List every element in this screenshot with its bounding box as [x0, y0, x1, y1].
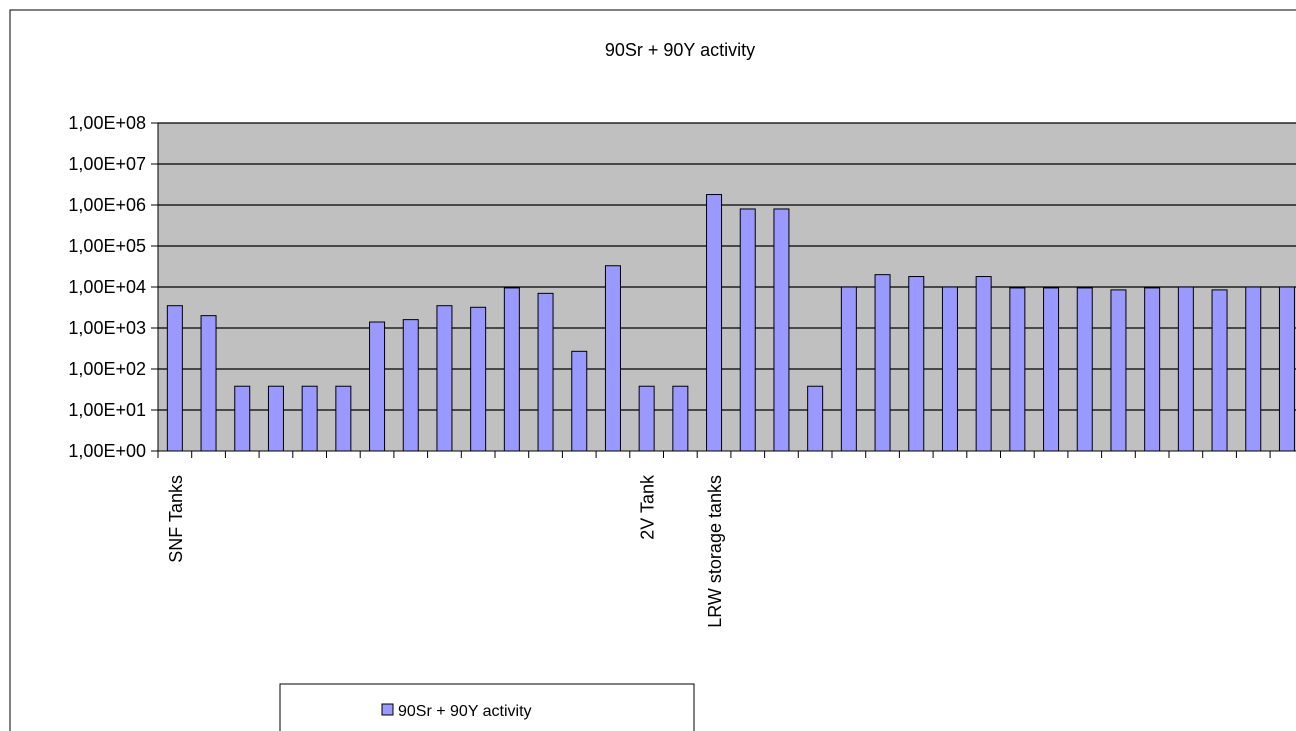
- bar: [1110, 289, 1127, 452]
- bar: [369, 321, 386, 452]
- bar: [470, 306, 487, 452]
- bar: [571, 350, 588, 452]
- bar: [335, 385, 352, 452]
- bar: [200, 315, 217, 452]
- y-tick-label: 1,00E+00: [68, 441, 146, 461]
- plot-area: 1,00E+00 1,00E+01 1,00E+02 1,00E+03 1,00E+04…: [68, 113, 1296, 628]
- bar: [1278, 286, 1295, 452]
- bar: [1177, 286, 1194, 452]
- bar: [672, 385, 689, 452]
- legend-swatch: [381, 703, 394, 716]
- bar: [908, 276, 925, 452]
- bar: [840, 286, 857, 452]
- bar: [1009, 287, 1026, 452]
- bar: [436, 305, 453, 452]
- bar: [537, 292, 554, 452]
- y-tick-label: 1,00E+03: [68, 318, 146, 338]
- y-tick-label: 1,00E+07: [68, 154, 146, 174]
- y-tick-label: 1,00E+06: [68, 195, 146, 215]
- bar: [402, 319, 419, 452]
- bar: [739, 208, 756, 452]
- bar: [706, 194, 723, 452]
- chart-title: 90Sr + 90Y activity: [605, 40, 755, 60]
- bar: [773, 208, 790, 452]
- bar: [1043, 287, 1060, 452]
- bar: [975, 276, 992, 452]
- bar: [638, 385, 655, 452]
- y-tick-label: 1,00E+02: [68, 359, 146, 379]
- bar: [267, 385, 284, 452]
- bar: [1211, 289, 1228, 452]
- bar: [301, 385, 318, 452]
- x-category-label: 2V Tank: [638, 474, 658, 540]
- bar: [604, 265, 621, 452]
- bar: [1144, 287, 1161, 452]
- legend: 90Sr + 90Y activity: [279, 683, 695, 731]
- y-tick-label: 1,00E+04: [68, 277, 146, 297]
- bar: [234, 385, 251, 452]
- bar: [941, 286, 958, 452]
- bar: [503, 287, 520, 452]
- bar: [1245, 286, 1262, 452]
- x-category-label: LRW storage tanks: [705, 475, 725, 628]
- y-tick-label: 1,00E+05: [68, 236, 146, 256]
- y-tick-label: 1,00E+01: [68, 400, 146, 420]
- bar: [166, 305, 183, 452]
- y-tick-label: 1,00E+08: [68, 113, 146, 133]
- bar: [1076, 287, 1093, 452]
- bar: [874, 274, 891, 452]
- legend-box: [279, 683, 695, 731]
- bar: [807, 385, 824, 452]
- x-category-label: SNF Tanks: [166, 475, 186, 563]
- legend-label: 90Sr + 90Y activity: [398, 703, 532, 720]
